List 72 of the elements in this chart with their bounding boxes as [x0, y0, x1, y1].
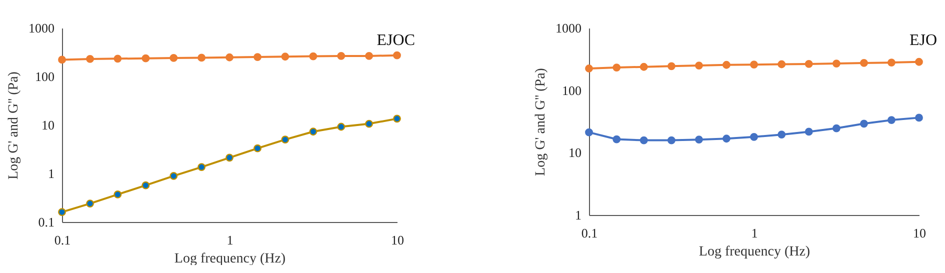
point: [142, 54, 150, 62]
point: [281, 136, 290, 144]
point: [915, 58, 923, 66]
point: [170, 172, 178, 180]
point: [695, 62, 703, 70]
y-tick-label: 1: [575, 208, 582, 222]
y-axis-title: Log G' and G'' (Pa): [6, 71, 22, 180]
point: [58, 56, 66, 64]
point: [695, 136, 703, 144]
point: [281, 52, 290, 61]
point: [226, 154, 234, 162]
y-tick-label: 1: [48, 166, 54, 181]
annotation: EJOC: [376, 32, 415, 49]
point: [86, 55, 94, 63]
point: [640, 136, 648, 144]
point: [393, 114, 401, 123]
point: [722, 60, 730, 69]
point: [86, 200, 94, 208]
point: [804, 60, 813, 68]
y-tick-label: 0.1: [38, 214, 54, 230]
point: [750, 60, 758, 69]
point: [778, 130, 786, 139]
point: [114, 190, 122, 198]
point: [860, 120, 868, 128]
y-tick-label: 100: [35, 69, 54, 84]
point: [309, 52, 318, 60]
point: [722, 134, 730, 143]
point: [750, 132, 758, 141]
point: [778, 60, 786, 68]
y-tick-label: 1000: [556, 20, 582, 36]
y-tick-label: 10: [568, 145, 582, 160]
point: [915, 114, 923, 122]
point: [365, 120, 374, 128]
point: [612, 64, 621, 72]
point: [860, 59, 868, 67]
point: [337, 52, 346, 60]
x-tick-label: 0.1: [54, 232, 71, 248]
x-tick-label: 1: [751, 226, 758, 240]
point: [337, 122, 346, 131]
point: [832, 60, 840, 68]
y-axis-title: Log G' and G'' (Pa): [534, 68, 548, 176]
point: [804, 128, 813, 136]
x-tick-label: 1: [226, 232, 234, 248]
point: [585, 128, 593, 136]
point: [832, 124, 840, 132]
y-tick-label: 1000: [28, 20, 54, 36]
point: [142, 181, 150, 190]
point: [170, 54, 178, 62]
point: [226, 53, 234, 62]
point: [888, 116, 896, 124]
point: [640, 62, 648, 71]
x-tick-label: 0.1: [581, 226, 598, 240]
x-tick-label: 10: [391, 232, 404, 248]
point: [667, 136, 676, 144]
x-tick-label: 10: [913, 226, 926, 240]
annotation: EJO: [909, 32, 937, 49]
point: [198, 163, 206, 171]
point: [114, 54, 122, 63]
point: [612, 135, 621, 144]
point: [888, 58, 896, 67]
point: [254, 144, 262, 152]
point: [393, 51, 401, 60]
point: [585, 64, 593, 72]
point: [254, 53, 262, 61]
point: [365, 52, 374, 60]
point: [58, 208, 66, 216]
point: [198, 54, 206, 62]
point: [309, 128, 318, 136]
y-tick-label: 10: [42, 118, 54, 132]
x-axis-title: Log frequency (Hz): [698, 244, 810, 260]
y-tick-label: 100: [562, 82, 582, 98]
point: [667, 62, 676, 70]
